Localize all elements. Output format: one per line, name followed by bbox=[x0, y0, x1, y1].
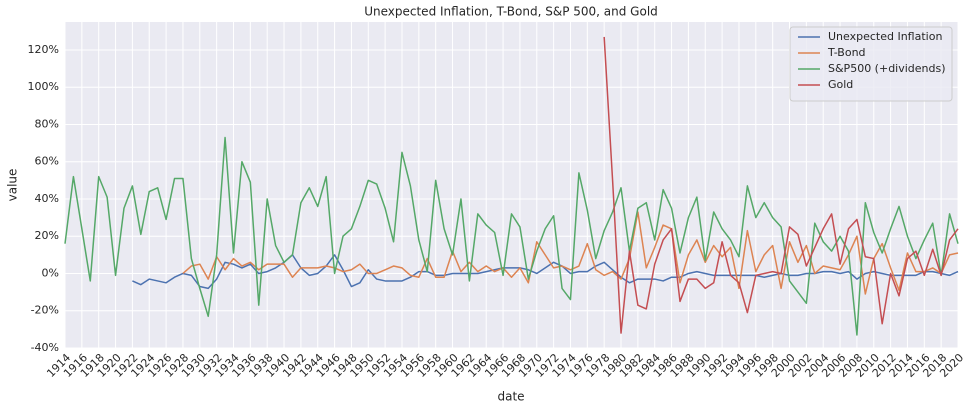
chart-title: Unexpected Inflation, T-Bond, S&P 500, a… bbox=[364, 5, 658, 19]
line-series bbox=[603, 36, 959, 334]
legend-label: Gold bbox=[828, 78, 853, 91]
x-axis-label: date bbox=[497, 390, 524, 404]
y-tick-label: 100% bbox=[28, 80, 59, 93]
lines bbox=[64, 36, 959, 336]
legend: Unexpected Inflation T-Bond S&P500 (+divid… bbox=[789, 26, 953, 102]
legend-label: Unexpected Inflation bbox=[828, 30, 942, 43]
y-tick-label: 20% bbox=[35, 229, 59, 242]
y-tick-label: 60% bbox=[35, 155, 59, 168]
legend-label: T-Bond bbox=[827, 46, 866, 59]
legend-box bbox=[789, 26, 953, 102]
y-axis-label: value bbox=[6, 169, 20, 202]
y-tick-label: 80% bbox=[35, 117, 59, 130]
y-tick-label: 40% bbox=[35, 192, 59, 205]
line-series bbox=[132, 254, 959, 290]
line-series bbox=[182, 211, 959, 295]
y-tick-label: 0% bbox=[42, 266, 59, 279]
y-tick-label: -40% bbox=[31, 341, 59, 354]
y-tick-label: -20% bbox=[31, 304, 59, 317]
y-tick-label: 120% bbox=[28, 43, 59, 56]
legend-label: S&P500 (+dividends) bbox=[828, 62, 946, 75]
line-series bbox=[64, 136, 959, 336]
